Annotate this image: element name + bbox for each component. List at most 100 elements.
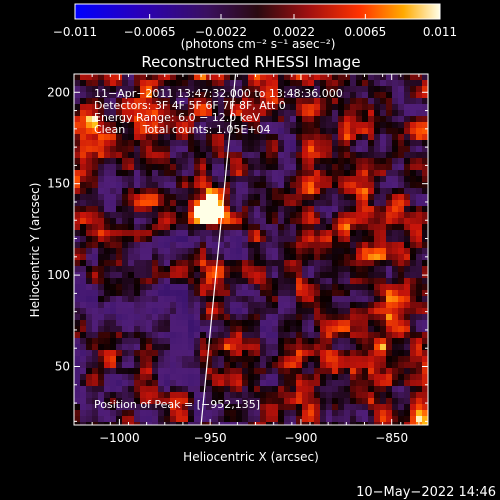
heatmap-cell [392, 86, 398, 92]
heatmap-cell [356, 146, 362, 152]
heatmap-cell [146, 146, 152, 152]
heatmap-cell [146, 110, 152, 116]
heatmap-cell [236, 338, 242, 344]
heatmap-cell [392, 98, 398, 104]
heatmap-cell [332, 356, 338, 362]
heatmap-cell [344, 170, 350, 176]
heatmap-cell [206, 98, 212, 104]
heatmap-cell [368, 398, 374, 404]
heatmap-cell [278, 392, 284, 398]
heatmap-cell [188, 278, 194, 284]
heatmap-cell [128, 224, 134, 230]
heatmap-cell [308, 356, 314, 362]
heatmap-cell [92, 86, 98, 92]
heatmap-cell [182, 98, 188, 104]
heatmap-cell [320, 218, 326, 224]
heatmap-cell [206, 290, 212, 296]
heatmap-cell [140, 344, 146, 350]
heatmap-cell [386, 398, 392, 404]
x-tick-label: −1000 [99, 431, 140, 445]
heatmap-cell [326, 80, 332, 86]
heatmap-cell [308, 254, 314, 260]
heatmap-cell [416, 308, 422, 314]
heatmap-cell [380, 158, 386, 164]
heatmap-cell [386, 260, 392, 266]
heatmap-cell [164, 380, 170, 386]
heatmap-cell [416, 80, 422, 86]
heatmap-cell [254, 176, 260, 182]
heatmap-cell [350, 236, 356, 242]
heatmap-cell [128, 332, 134, 338]
heatmap-cell [140, 422, 146, 425]
heatmap-cell [404, 98, 410, 104]
heatmap-cell [176, 392, 182, 398]
heatmap-cell [302, 170, 308, 176]
heatmap-cell [164, 110, 170, 116]
heatmap-cell [332, 302, 338, 308]
heatmap-cell [314, 164, 320, 170]
heatmap-cell [152, 302, 158, 308]
heatmap-cell [74, 350, 80, 356]
heatmap-cell [98, 362, 104, 368]
heatmap-cell [200, 194, 206, 200]
heatmap-cell [260, 164, 266, 170]
heatmap-cell [194, 398, 200, 404]
heatmap-cell [152, 326, 158, 332]
heatmap-cell [356, 338, 362, 344]
heatmap-cell [290, 380, 296, 386]
heatmap-cell [170, 314, 176, 320]
heatmap-cell [308, 152, 314, 158]
heatmap-cell [128, 194, 134, 200]
heatmap-cell [92, 176, 98, 182]
y-tick-label: 150 [47, 177, 70, 191]
heatmap-cell [326, 86, 332, 92]
heatmap-cell [152, 278, 158, 284]
heatmap-cell [98, 152, 104, 158]
heatmap-cell [404, 260, 410, 266]
heatmap-cell [110, 242, 116, 248]
heatmap-cell [92, 416, 98, 422]
heatmap-cell [392, 422, 398, 425]
heatmap-cell [140, 290, 146, 296]
heatmap-cell [344, 416, 350, 422]
heatmap-cell [140, 200, 146, 206]
heatmap-cell [140, 260, 146, 266]
heatmap-cell [152, 122, 158, 128]
heatmap-cell [326, 386, 332, 392]
heatmap-cell [98, 122, 104, 128]
heatmap-cell [140, 272, 146, 278]
heatmap-cell [386, 140, 392, 146]
heatmap-cell [242, 218, 248, 224]
heatmap-cell [152, 368, 158, 374]
heatmap-cell [290, 374, 296, 380]
heatmap-cell [398, 272, 404, 278]
heatmap-cell [404, 308, 410, 314]
heatmap-cell [110, 92, 116, 98]
heatmap-cell [356, 194, 362, 200]
heatmap-cell [350, 164, 356, 170]
heatmap-cell [80, 158, 86, 164]
heatmap-cell [314, 122, 320, 128]
heatmap-cell [260, 344, 266, 350]
heatmap-cell [110, 122, 116, 128]
heatmap-cell [332, 266, 338, 272]
heatmap-cell [290, 194, 296, 200]
heatmap-cell [128, 206, 134, 212]
heatmap-cell [392, 356, 398, 362]
heatmap-cell [92, 194, 98, 200]
heatmap-cell [128, 122, 134, 128]
heatmap-cell [224, 332, 230, 338]
heatmap-cell [164, 278, 170, 284]
heatmap-cell [164, 182, 170, 188]
heatmap-cell [86, 254, 92, 260]
heatmap-cell [380, 80, 386, 86]
heatmap-cell [140, 398, 146, 404]
heatmap-cell [320, 146, 326, 152]
heatmap-cell [242, 122, 248, 128]
heatmap-cell [350, 290, 356, 296]
heatmap-cell [242, 266, 248, 272]
heatmap-cell [386, 194, 392, 200]
heatmap-cell [218, 128, 224, 134]
heatmap-cell [98, 398, 104, 404]
heatmap-cell [254, 170, 260, 176]
